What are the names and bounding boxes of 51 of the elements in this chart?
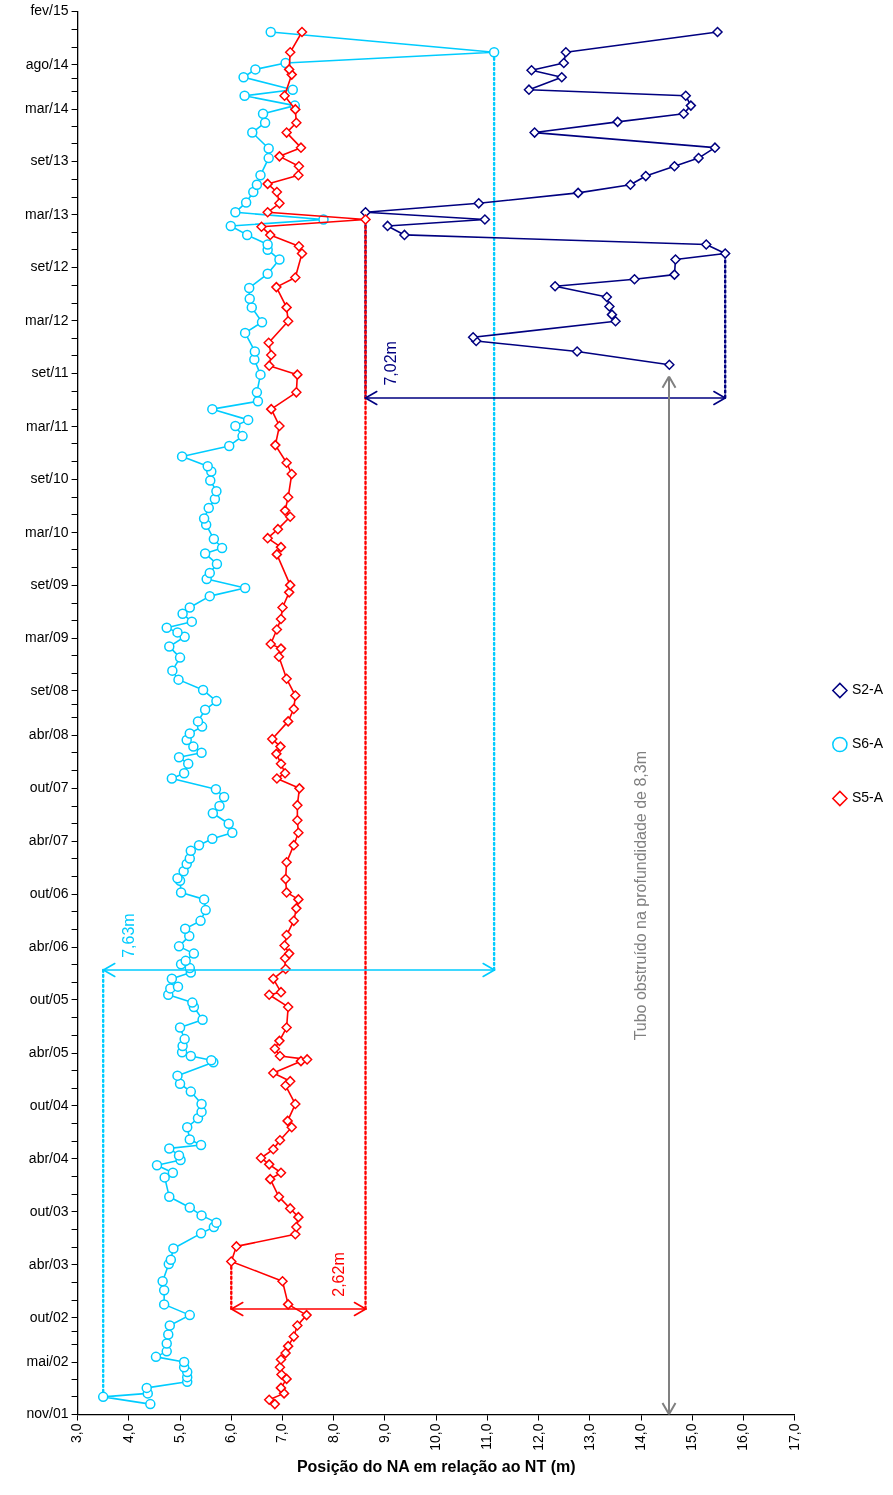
x-tick-label: 16,0 (734, 1423, 751, 1451)
annotation: 7,02m (381, 341, 399, 386)
x-tick-label: 8,0 (324, 1423, 341, 1444)
y-tick-label: out/05 (29, 990, 69, 1007)
x-tick-label: 12,0 (529, 1423, 546, 1451)
y-tick-label: out/07 (29, 779, 69, 796)
x-tick-label: 14,0 (632, 1423, 649, 1451)
annotation: 7,63m (119, 913, 137, 958)
x-tick-label: 13,0 (580, 1423, 597, 1451)
legend-label: S2-A (851, 681, 884, 698)
y-tick-label: mar/09 (24, 629, 69, 646)
x-tick-label: 6,0 (222, 1423, 239, 1444)
x-tick-label: 7,0 (273, 1423, 290, 1444)
y-tick-label: mar/14 (24, 99, 69, 116)
annotation: Tubo obstruído na profundidade de 8,3m (631, 750, 649, 1041)
x-tick-label: 3,0 (68, 1423, 85, 1444)
y-tick-label: abr/06 (28, 938, 69, 955)
y-tick-label: set/11 (31, 364, 69, 381)
y-tick-label: mar/10 (24, 523, 69, 540)
x-tick-label: 15,0 (683, 1423, 700, 1451)
x-tick-label: 4,0 (119, 1423, 136, 1444)
x-axis-title: Posição do NA em relação ao NT (m) (296, 1457, 576, 1475)
y-tick-label: ago/14 (25, 55, 69, 72)
y-tick-label: set/08 (30, 681, 69, 698)
annotation: 2,62m (329, 1252, 347, 1297)
y-tick-label: abr/08 (28, 726, 69, 743)
x-tick-label: 10,0 (427, 1423, 444, 1451)
y-tick-label: out/03 (29, 1202, 69, 1219)
x-tick-label: 9,0 (375, 1423, 392, 1444)
legend-label: S6-A (851, 735, 884, 752)
y-tick-label: mar/13 (24, 205, 69, 222)
y-tick-label: out/06 (29, 885, 69, 902)
legend-label: S5-A (851, 789, 884, 806)
y-tick-label: out/04 (29, 1096, 69, 1113)
y-tick-label: fev/15 (30, 2, 69, 19)
y-tick-label: set/10 (30, 470, 69, 487)
x-tick-label: 5,0 (170, 1423, 187, 1444)
y-tick-label: set/13 (30, 152, 69, 169)
y-tick-label: nov/01 (26, 1405, 69, 1422)
y-tick-label: mar/12 (24, 311, 69, 328)
y-tick-label: mai/02 (26, 1352, 69, 1369)
y-tick-label: set/12 (30, 258, 69, 275)
y-tick-label: abr/03 (28, 1255, 69, 1272)
y-tick-label: abr/04 (28, 1149, 69, 1166)
y-tick-label: set/09 (30, 575, 69, 592)
x-tick-label: 11,0 (478, 1423, 495, 1450)
y-tick-label: abr/05 (28, 1043, 69, 1060)
y-tick-label: out/02 (29, 1308, 69, 1325)
y-tick-label: mar/11 (26, 417, 69, 434)
x-tick-label: 17,0 (785, 1423, 802, 1451)
y-tick-label: abr/07 (28, 832, 69, 849)
